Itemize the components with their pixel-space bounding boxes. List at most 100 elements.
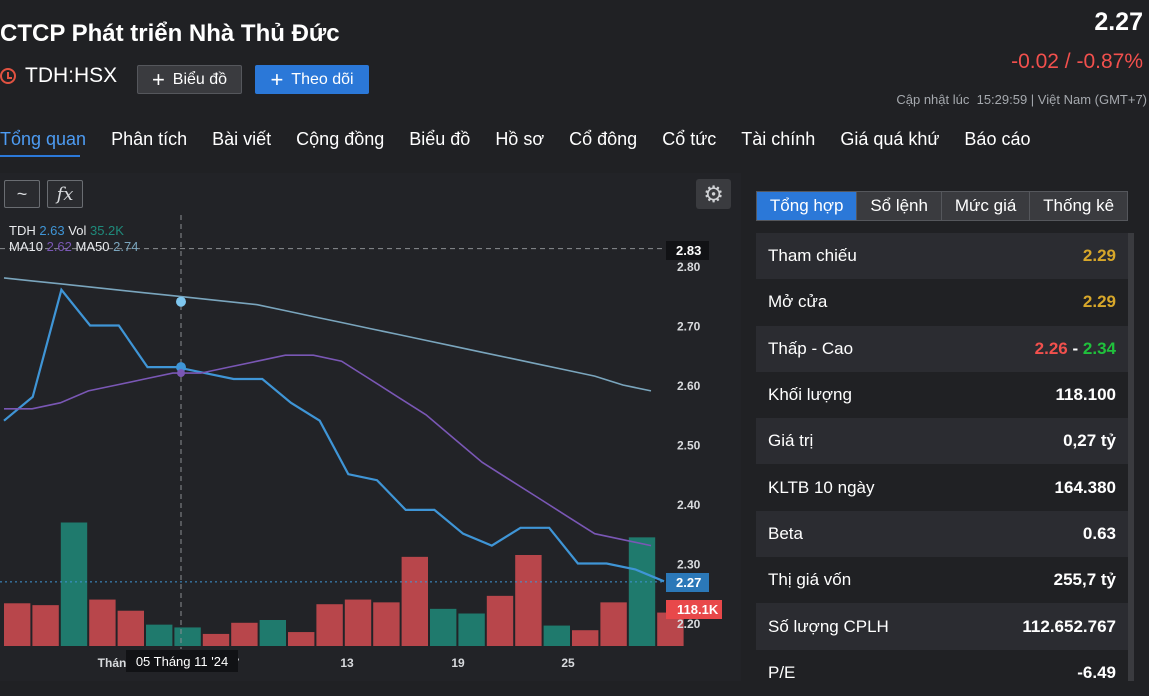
volume-bar xyxy=(60,522,88,646)
legend-symbol-value: 2.63 xyxy=(39,223,65,238)
stat-row-value: Giá trị 0,27 tỷ xyxy=(756,418,1128,465)
tab-chart[interactable]: Biểu đồ xyxy=(409,129,471,149)
plus-icon: + xyxy=(151,66,165,92)
update-label: Cập nhật lúc xyxy=(896,92,970,107)
volume-bar xyxy=(572,630,599,646)
stat-label: Thị giá vốn xyxy=(768,570,852,590)
main-tabs: Tổng quan Phân tích Bài viết Cộng đồng B… xyxy=(0,129,1055,153)
stat-row-low-high: Thấp - Cao 2.26 - 2.34 xyxy=(756,325,1128,372)
function-icon: fx xyxy=(56,183,74,205)
stat-row-pe: P/E -6.49 xyxy=(756,649,1128,696)
last-volume-label: 118.1K xyxy=(666,600,722,619)
volume-bar xyxy=(202,633,230,646)
line-tool-button[interactable]: ~ xyxy=(4,180,40,208)
y-tick-label: 2.60 xyxy=(677,379,701,393)
y-tick-label: 2.70 xyxy=(677,320,701,334)
stat-label: Thấp - Cao xyxy=(768,338,854,358)
chart-legend: TDH 2.63 Vol 35.2K MA10 2.62 MA50 2.74 xyxy=(9,223,138,254)
volume-bar xyxy=(146,624,173,646)
subtab-price-levels[interactable]: Mức giá xyxy=(942,192,1031,220)
range-separator: - xyxy=(1072,338,1079,358)
price-marker xyxy=(176,362,186,373)
stat-value: 0,27 tỷ xyxy=(1063,431,1116,451)
stat-high-value: 2.34 xyxy=(1082,338,1116,358)
stat-row-market-cap: Thị giá vốn 255,7 tỷ xyxy=(756,557,1128,604)
y-tick-label: 2.50 xyxy=(677,439,701,453)
legend-ma10-value: 2.62 xyxy=(46,239,72,254)
stat-row-reference: Tham chiếu 2.29 xyxy=(756,233,1128,280)
active-tab-indicator xyxy=(0,155,80,157)
legend-ma50-value: 2.74 xyxy=(113,239,139,254)
tab-shareholders[interactable]: Cổ đông xyxy=(569,129,638,149)
price-line xyxy=(3,287,665,583)
volume-bar xyxy=(344,599,372,646)
y-tick-label: 2.80 xyxy=(677,260,701,274)
add-chart-label: Biểu đồ xyxy=(172,70,228,88)
legend-ma10: MA10 xyxy=(9,239,43,254)
volume-bar xyxy=(373,602,400,646)
x-tick-label: 19 xyxy=(451,656,465,670)
y-tick-label: 2.30 xyxy=(677,558,701,572)
tab-price-history[interactable]: Giá quá khứ xyxy=(840,129,940,149)
indicator-button[interactable]: fx xyxy=(47,180,83,208)
chart-settings-button[interactable]: ⚙ xyxy=(696,179,731,209)
subtab-statistics[interactable]: Thống kê xyxy=(1043,196,1115,215)
volume-bar xyxy=(486,595,514,646)
volume-bar xyxy=(174,627,201,646)
volume-bars xyxy=(4,522,684,646)
crosshair-date-label: 05 Tháng 11 '24 xyxy=(126,650,238,672)
stat-row-open: Mở cửa 2.29 xyxy=(756,279,1128,326)
stat-value: 2.29 xyxy=(1082,246,1116,266)
stat-value: 164.380 xyxy=(1054,477,1116,497)
volume-bar xyxy=(288,632,315,646)
tab-dividends[interactable]: Cổ tức xyxy=(662,129,717,149)
update-timestamp: 15:29:59 | Việt Nam (GMT+7) xyxy=(976,92,1147,107)
y-tick-label: 2.40 xyxy=(677,498,701,512)
stat-value: 112.652.767 xyxy=(1022,616,1116,636)
stat-label: Giá trị xyxy=(768,431,814,451)
volume-bar xyxy=(4,603,31,646)
current-price: 2.27 xyxy=(1094,8,1143,36)
tab-profile[interactable]: Hồ sơ xyxy=(495,129,545,149)
last-price-label: 2.27 xyxy=(666,573,709,592)
volume-bar xyxy=(515,555,542,646)
stat-row-volume: Khối lượng 118.100 xyxy=(756,371,1128,419)
subtab-order-book[interactable]: Sổ lệnh xyxy=(857,192,942,220)
company-name: CTCP Phát triển Nhà Thủ Đức xyxy=(0,20,340,47)
tab-reports[interactable]: Báo cáo xyxy=(964,129,1031,149)
add-chart-button[interactable]: + Biểu đồ xyxy=(137,65,242,94)
tab-community[interactable]: Cộng đồng xyxy=(296,129,385,149)
volume-bar xyxy=(458,613,485,646)
x-tick-label: Thán xyxy=(98,656,127,670)
tab-financials[interactable]: Tài chính xyxy=(741,129,816,149)
volume-bar xyxy=(89,599,116,646)
plus-icon: + xyxy=(270,66,284,92)
chart-panel: ~ fx 2.802.702.602.502.402.302.20 Thán71… xyxy=(0,173,741,681)
follow-button[interactable]: + Theo dõi xyxy=(255,65,369,94)
volume-bar xyxy=(117,610,144,646)
legend-vol-value: 35.2K xyxy=(89,223,124,238)
price-series xyxy=(3,277,665,583)
gear-icon: ⚙ xyxy=(703,180,724,207)
stat-label: Khối lượng xyxy=(768,385,852,405)
price-change: -0.02 / -0.87% xyxy=(1011,50,1143,73)
subtab-summary[interactable]: Tổng hợp xyxy=(757,192,858,220)
price-chart[interactable]: 2.802.702.602.502.402.302.20 Thán7131925 xyxy=(0,173,741,681)
tab-articles[interactable]: Bài viết xyxy=(212,129,272,149)
stat-row-avg-volume: KLTB 10 ngày 164.380 xyxy=(756,464,1128,511)
stat-label: Mở cửa xyxy=(768,292,828,312)
stats-scrollbar[interactable] xyxy=(1128,233,1134,681)
clock-icon xyxy=(0,68,16,84)
stat-label: Tham chiếu xyxy=(768,246,857,266)
legend-ma50: MA50 xyxy=(75,239,110,254)
stat-label: P/E xyxy=(768,662,796,682)
stat-label: Beta xyxy=(768,523,803,543)
tab-analysis[interactable]: Phân tích xyxy=(111,129,188,149)
stat-row-beta: Beta 0.63 xyxy=(756,510,1128,558)
follow-label: Theo dõi xyxy=(291,70,354,88)
legend-symbol: TDH xyxy=(9,223,36,238)
tab-overview[interactable]: Tổng quan xyxy=(0,129,87,149)
x-tick-label: 25 xyxy=(561,656,575,670)
ticker-symbol: TDH:HSX xyxy=(25,64,118,87)
summary-subtabs: Tổng hợp Sổ lệnh Mức giá Thống kê xyxy=(756,191,1128,221)
